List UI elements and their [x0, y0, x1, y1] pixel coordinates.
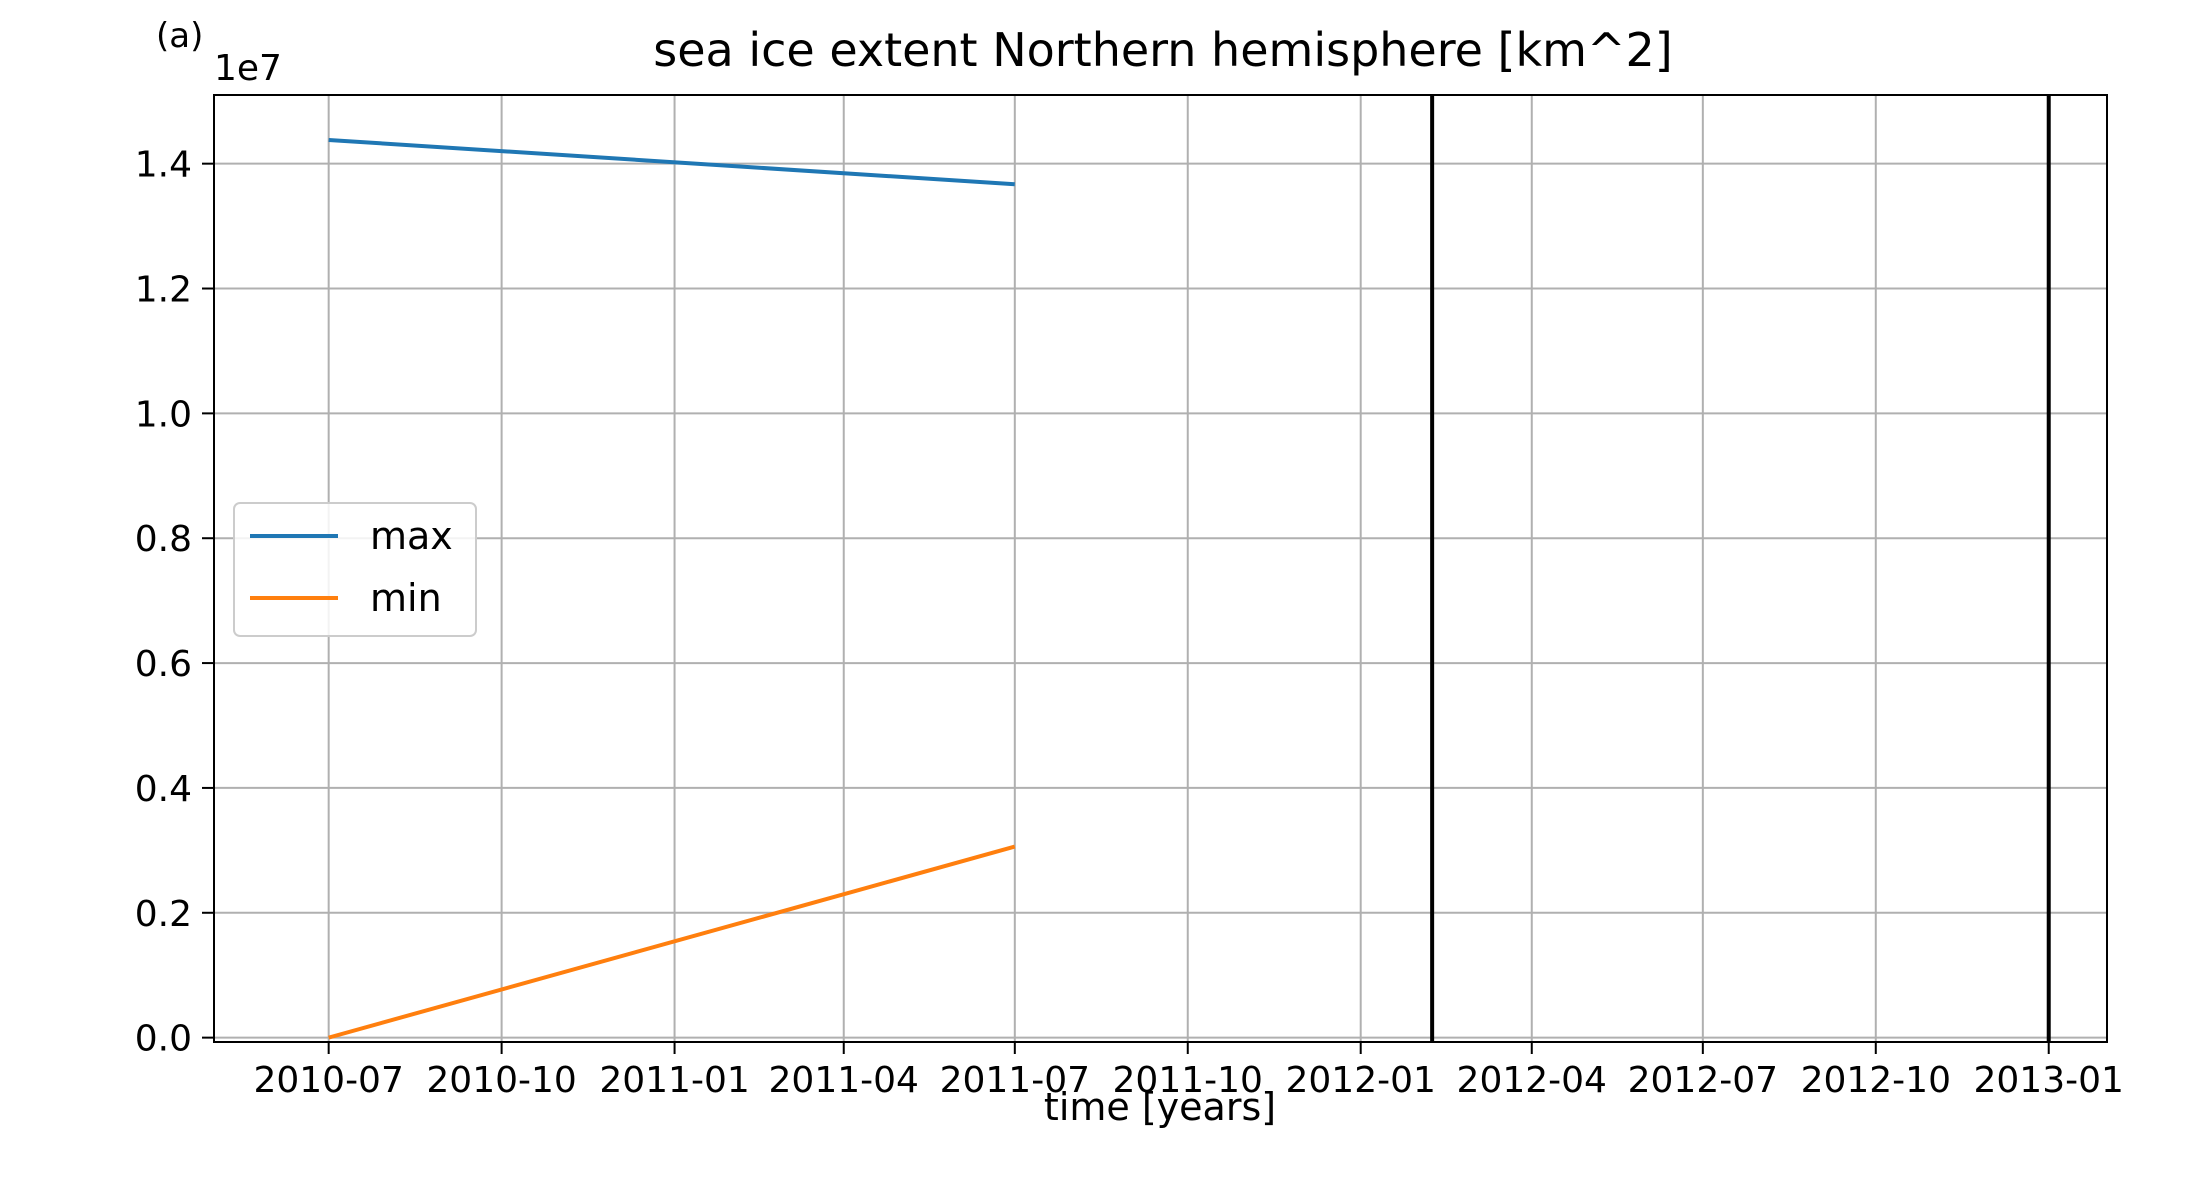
x-tick-label: 2012-07 [1628, 1060, 1778, 1101]
x-axis-label: time [years] [1044, 1085, 1276, 1129]
grid [214, 95, 2107, 1042]
series-lines [328, 137, 1016, 1040]
y-tick-label: 0.2 [135, 894, 192, 935]
y-tick-label: 1.4 [135, 145, 192, 186]
y-axis-ticks: 0.0 0.2 0.4 0.6 0.8 1.0 1.2 1.4 [135, 145, 214, 1060]
x-tick-label: 2011-01 [599, 1060, 749, 1101]
x-tick-label: 2010-10 [426, 1060, 576, 1101]
x-axis-ticks: 2010-07 2010-10 2011-01 2011-04 2011-07 2011-… [253, 1042, 2124, 1101]
vertical-lines [1430, 95, 2051, 1042]
y-offset-label: 1e7 [214, 48, 282, 89]
y-tick-label: 1.0 [135, 394, 192, 435]
legend-label-max: max [370, 514, 453, 558]
series-line-min [328, 844, 1016, 1040]
panel-label: (a) [156, 16, 203, 56]
x-tick-label: 2012-04 [1457, 1060, 1607, 1101]
y-tick-label: 0.0 [135, 1019, 192, 1060]
y-tick-label: 1.2 [135, 270, 192, 311]
x-tick-label: 2010-07 [253, 1060, 403, 1101]
x-tick-label: 2011-07 [940, 1060, 1090, 1101]
x-tick-label: 2012-10 [1801, 1060, 1951, 1101]
chart-title: sea ice extent Northern hemisphere [km^2… [653, 23, 1672, 77]
legend-label-min: min [370, 576, 442, 620]
x-tick-label: 2011-10 [1113, 1060, 1263, 1101]
series-line-max [328, 137, 1015, 187]
x-tick-label: 2013-01 [1974, 1060, 2124, 1101]
y-tick-label: 0.4 [135, 769, 192, 810]
y-tick-label: 0.6 [135, 644, 192, 685]
x-tick-label: 2011-04 [769, 1060, 919, 1101]
plot-frame [213, 94, 2108, 1043]
x-tick-label: 2012-01 [1285, 1060, 1435, 1101]
legend: max min [233, 502, 477, 637]
y-tick-label: 0.8 [135, 519, 192, 560]
